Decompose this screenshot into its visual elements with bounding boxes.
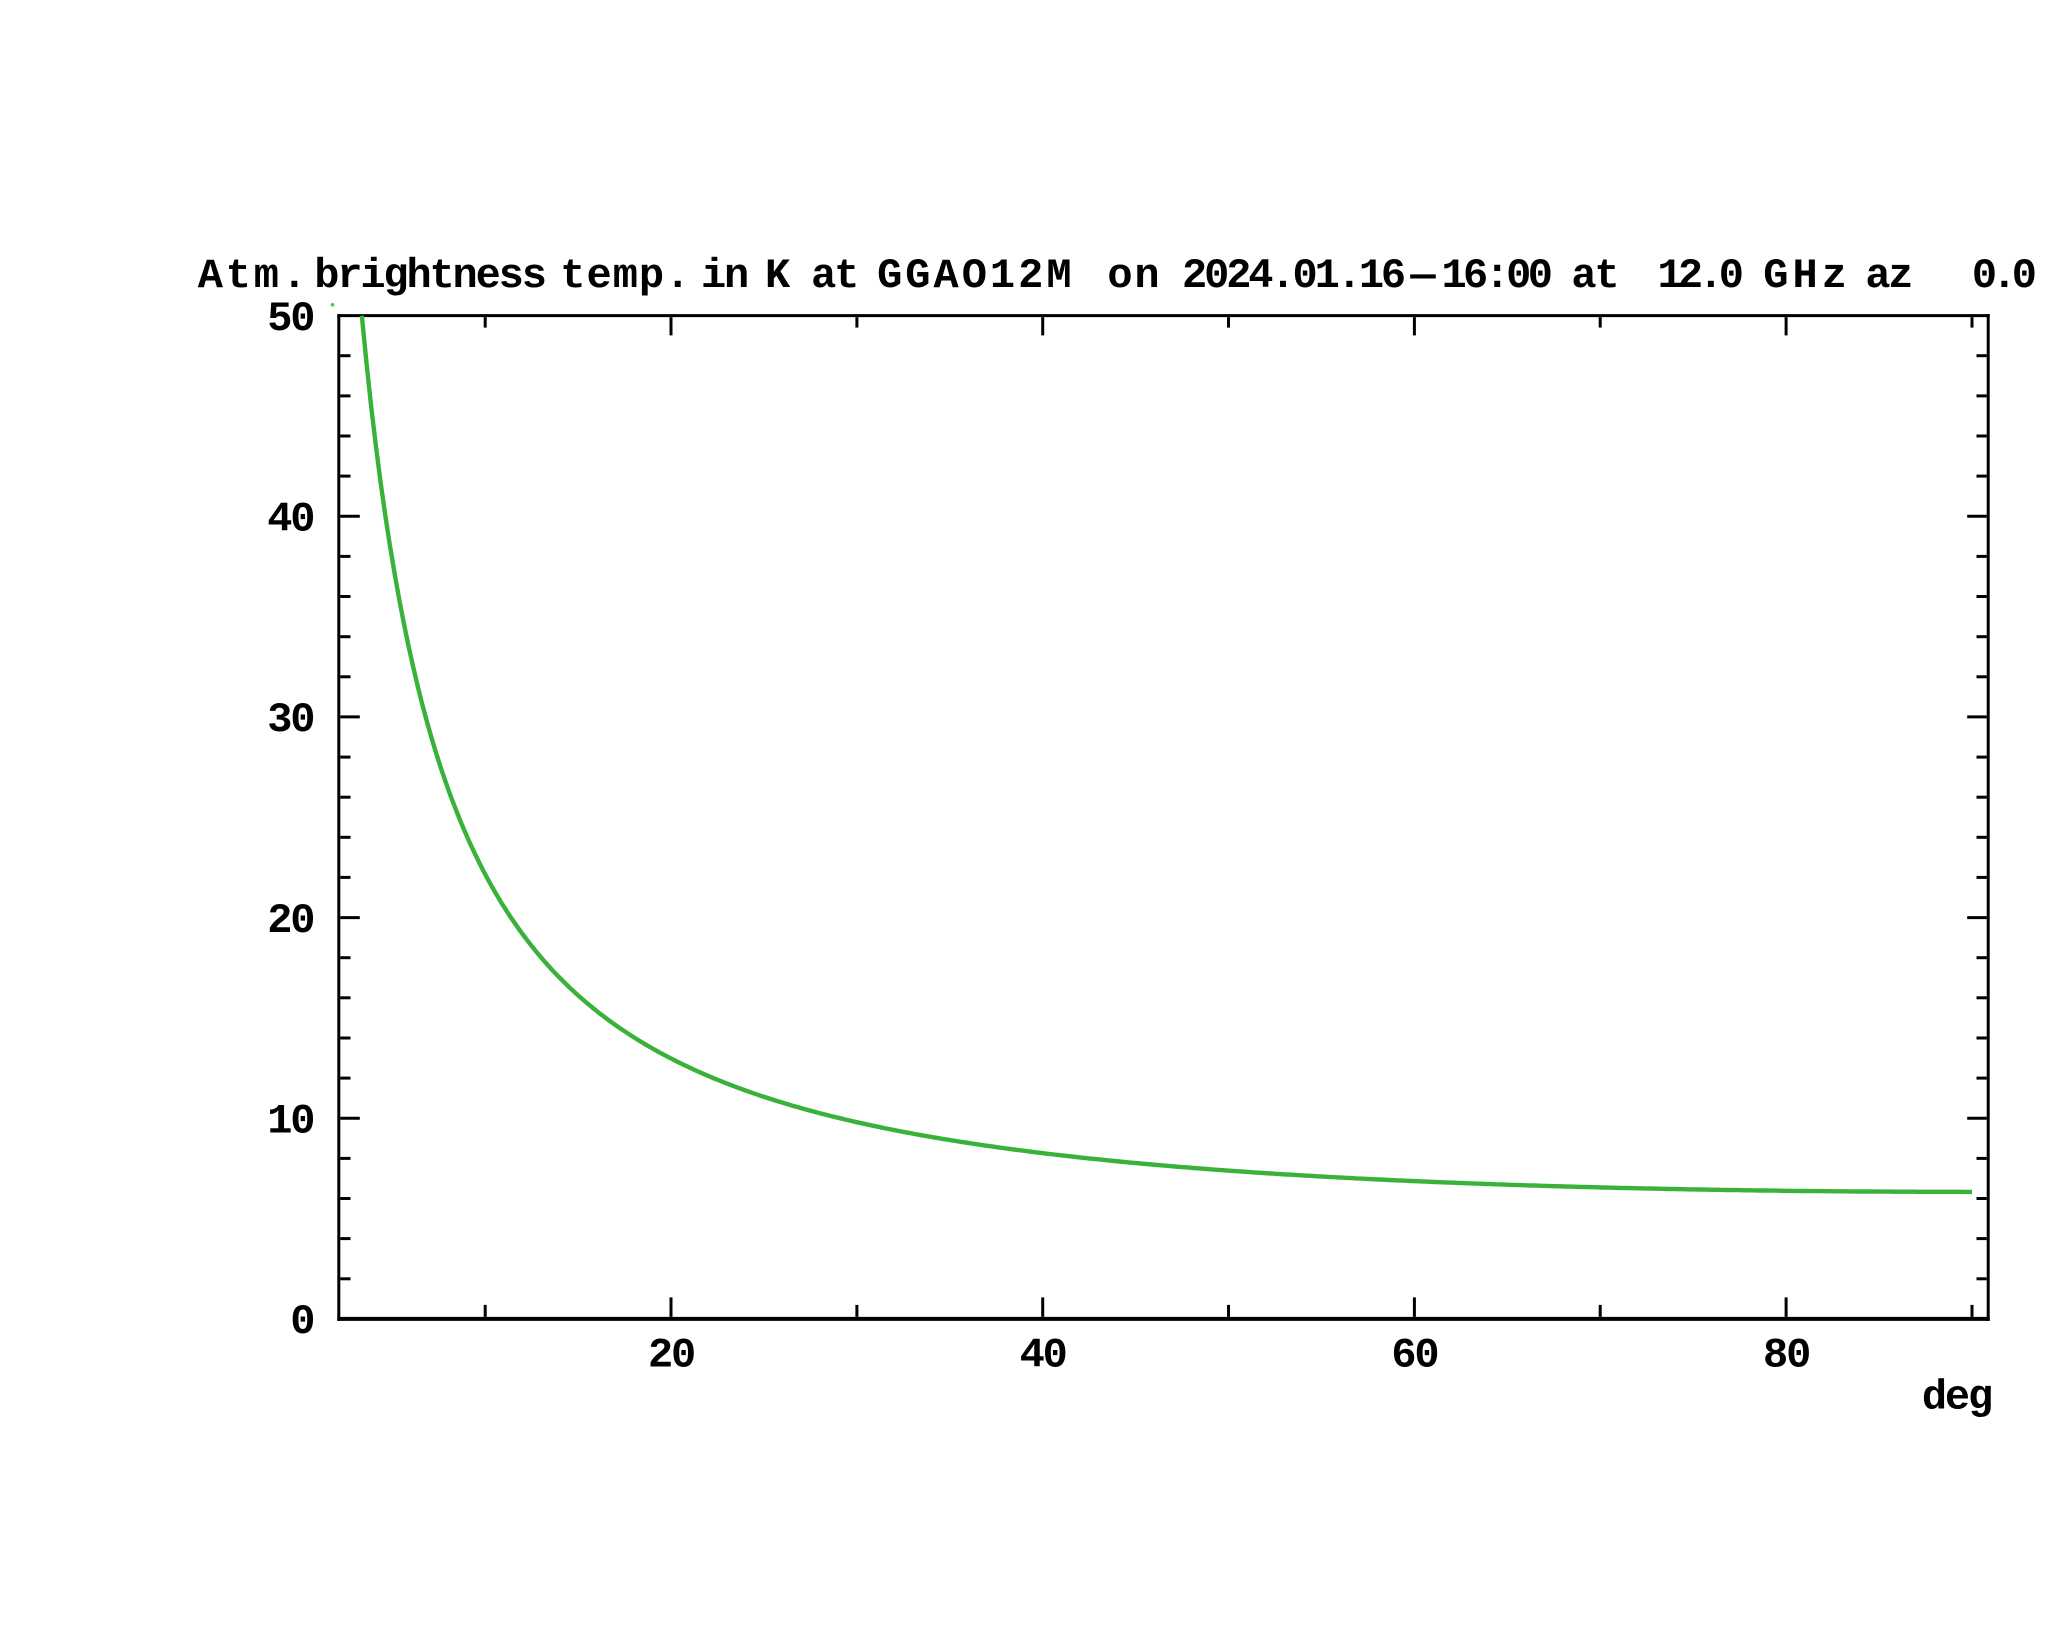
svg-text:at: at	[1571, 252, 1617, 300]
svg-text:az: az	[1865, 252, 1911, 300]
svg-text:40: 40	[267, 496, 313, 544]
svg-text:12.0: 12.0	[1658, 252, 1742, 300]
svg-text:80: 80	[1763, 1332, 1809, 1380]
svg-text:on: on	[1107, 252, 1161, 300]
svg-text:GGAO12M: GGAO12M	[877, 252, 1074, 300]
svg-text:20: 20	[267, 897, 313, 945]
svg-text:brightness: brightness	[314, 252, 544, 300]
svg-text:20: 20	[648, 1332, 694, 1380]
svg-text:10: 10	[267, 1097, 313, 1145]
svg-text:40: 40	[1020, 1332, 1066, 1380]
svg-text:60: 60	[1391, 1332, 1437, 1380]
svg-text:50: 50	[267, 295, 313, 343]
svg-text:0: 0	[290, 1298, 313, 1346]
svg-text:30: 30	[267, 696, 313, 744]
svg-text:temp.: temp.	[560, 252, 691, 300]
svg-text:in: in	[701, 252, 747, 300]
svg-text:2024.01.16: 2024.01.16	[1182, 252, 1404, 300]
svg-text:Atm.: Atm.	[198, 252, 310, 300]
svg-text:deg: deg	[1922, 1374, 1991, 1422]
svg-text:GHz: GHz	[1763, 252, 1851, 300]
svg-text:K at: K at	[765, 252, 857, 300]
svg-text:—: —	[1409, 252, 1436, 300]
svg-text:0.0: 0.0	[1972, 252, 2035, 300]
svg-text:16:00: 16:00	[1442, 252, 1551, 300]
